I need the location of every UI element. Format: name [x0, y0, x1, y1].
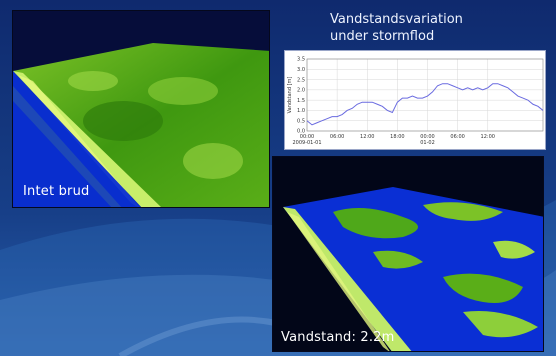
x-tick-label: 12:00 — [481, 134, 495, 140]
y-tick-label: 0.0 — [297, 129, 305, 135]
terrain-render-no-breach — [13, 11, 269, 207]
x-tick-label: 06:00 — [330, 134, 344, 140]
caption-no-breach: Intet brud — [23, 184, 90, 199]
y-tick-label: 1.0 — [297, 108, 305, 114]
terrain-view-water-level: Vandstand: 2.2m — [272, 156, 544, 352]
terrain-render-flooded — [273, 157, 543, 351]
y-tick-label: 2.0 — [297, 88, 305, 94]
y-axis-label: Vandstand [m] — [287, 77, 293, 114]
y-tick-label: 3.0 — [297, 67, 305, 73]
x-tick-label: 00:00 — [300, 134, 314, 140]
x-tick-sublabel: 2009-01-01 — [292, 140, 321, 146]
chart-title-line-1: Vandstandsvariation — [330, 12, 463, 27]
chart-title-line-2: under stormflod — [330, 29, 435, 44]
chart-title: Vandstandsvariation under stormflod — [330, 11, 463, 45]
x-tick-label: 06:00 — [450, 134, 464, 140]
series-line — [306, 83, 544, 126]
y-tick-label: 0.5 — [297, 118, 305, 124]
x-tick-label: 12:00 — [360, 134, 374, 140]
y-tick-label: 1.5 — [297, 98, 305, 104]
plot-frame — [306, 58, 544, 132]
x-tick-label: 00:00 — [420, 134, 434, 140]
x-tick-label: 18:00 — [390, 134, 404, 140]
water-level-chart: 3.5 3.0 2.5 2.0 1.5 1.0 0.5 0.0 00:00 2009-01-01 0… — [284, 50, 546, 150]
caption-water-level: Vandstand: 2.2m — [281, 330, 395, 345]
x-tick-sublabel: 01-02 — [420, 140, 435, 146]
terrain-view-no-breach: Intet brud — [12, 10, 270, 208]
water-level-chart-svg: 3.53.02.52.01.51.00.50.000:002009-01-010… — [287, 57, 544, 146]
y-tick-label: 3.5 — [297, 57, 305, 63]
y-tick-label: 2.5 — [297, 77, 305, 83]
